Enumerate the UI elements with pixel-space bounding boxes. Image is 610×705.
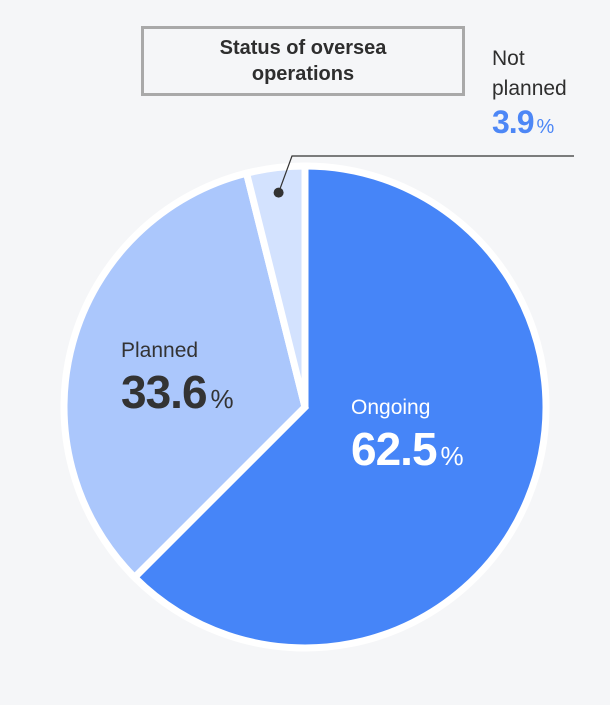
- slice-value-row-planned: 33.6%: [121, 366, 234, 418]
- slice-name-ongoing: Ongoing: [351, 396, 431, 419]
- chart-title: Status of oversea operations: [219, 37, 387, 85]
- slice-unit-not-planned: %: [536, 116, 555, 138]
- pie-slice-not-planned: [242, 162, 309, 408]
- pie-slice-ongoing: [129, 162, 550, 652]
- slice-label-ongoing: Ongoing 62.5%: [351, 393, 464, 475]
- slice-label-not-planned: Not planned 3.9%: [492, 44, 592, 140]
- chart-title-box: Status of oversea operations: [141, 26, 465, 96]
- slice-value-not-planned: 3.9: [492, 104, 534, 140]
- slice-value-planned: 33.6: [121, 366, 208, 418]
- slice-unit-planned: %: [210, 384, 234, 414]
- slice-value-row-ongoing: 62.5%: [351, 423, 464, 475]
- slice-value-row-not-planned: 3.9%: [492, 104, 592, 140]
- leader-line-group: [273, 155, 574, 198]
- pie-slices: [60, 162, 550, 652]
- pie-slice-planned: [60, 168, 309, 583]
- slice-value-ongoing: 62.5: [351, 423, 438, 475]
- slice-unit-ongoing: %: [440, 441, 464, 471]
- slice-label-planned: Planned 33.6%: [121, 336, 234, 418]
- slice-name-not-planned: Not planned: [492, 47, 567, 100]
- slice-name-planned: Planned: [121, 339, 199, 362]
- leader-line: [278, 155, 574, 193]
